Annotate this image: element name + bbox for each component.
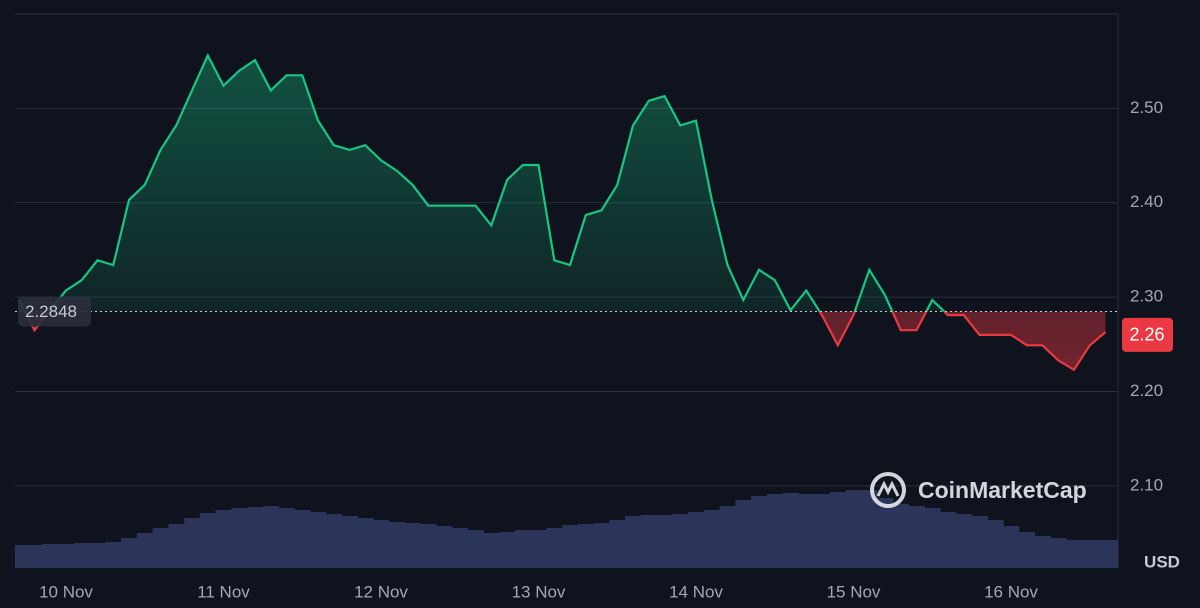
volume-bar [971,516,988,568]
volume-bar [451,528,469,568]
volume-bar [26,545,43,568]
currency-label: USD [1144,552,1180,571]
x-tick-label: 16 Nov [984,582,1038,601]
volume-bar [325,514,343,568]
volume-bar [735,500,752,568]
volume-bar [168,524,185,568]
volume-bar [1097,540,1119,568]
volume-bar [121,538,138,568]
volume-bar [89,543,106,568]
volume-bar [845,490,862,568]
y-tick-label: 2.50 [1130,98,1163,117]
watermark-text: CoinMarketCap [918,477,1087,503]
x-tick-label: 15 Nov [827,582,881,601]
current-price-badge [1122,317,1173,352]
x-tick-label: 10 Nov [39,582,93,601]
y-tick-label: 2.20 [1130,381,1163,400]
volume-bar [420,524,437,568]
volume-bar [1018,532,1036,568]
volume-bar [262,506,280,568]
volume-bar [341,516,358,568]
baseline-badge [18,296,91,327]
volume-bar [184,518,201,568]
volume-bar [530,530,547,568]
volume-bar [388,522,406,568]
volume-bar [577,524,595,568]
volume-bar [609,520,626,568]
volume-bar [294,510,311,568]
volume-bar [231,508,248,568]
volume-bar [1034,536,1051,568]
volume-bar [987,520,1004,568]
volume-bar [247,507,264,568]
x-tick-label: 14 Nov [669,582,723,601]
volume-bar [436,526,453,568]
watermark: CoinMarketCap [870,472,1087,508]
current-price-label: 2.26 [1129,325,1164,345]
volume-bar [199,513,217,568]
volume-bar [15,545,28,568]
volume-bar [105,542,122,568]
volume-bar [58,544,75,568]
x-tick-label: 13 Nov [512,582,566,601]
volume-bar [152,528,169,568]
volume-bar [640,515,658,568]
volume-bar [892,504,910,568]
volume-bar [656,515,673,568]
y-tick-label: 2.10 [1130,475,1163,494]
volume-bar [73,543,91,568]
volume-bar [357,518,374,568]
volume-bar [766,494,784,568]
volume-bar [861,490,878,568]
volume-bar [908,506,925,568]
area-down [24,311,1106,370]
volume-bar [278,508,295,568]
volume-bar [593,523,610,568]
volume-bar [1081,540,1099,568]
volume-bar [136,533,154,568]
volume-bar [467,530,484,568]
volume-bar [955,514,973,568]
volume-bar [703,510,721,568]
baseline-label: 2.2848 [25,302,77,321]
volume-bar [688,512,705,568]
volume-bar [1003,526,1020,568]
volume-bar [404,523,421,568]
price-line-up [17,52,946,312]
area-up [18,55,1106,312]
y-tick-label: 2.40 [1130,192,1163,211]
volume-bar [672,514,689,568]
volume-bar [215,510,232,568]
volume-bar [877,498,894,568]
x-tick-label: 12 Nov [354,582,408,601]
volume-bar [562,525,579,568]
volume-bar [310,512,327,568]
price-line-down [23,311,1107,372]
volume-bar [373,520,390,568]
volume-bar [829,492,847,568]
y-tick-label: 2.30 [1130,287,1163,306]
volume-bar [546,528,563,568]
volume-bar [1066,540,1083,568]
watermark-logo-mark [876,480,900,497]
volume-bar [625,516,642,568]
volume-bar [814,494,831,568]
volume-bar [782,493,799,568]
volume-bar [751,496,768,568]
watermark-logo [870,472,906,508]
x-tick-label: 11 Nov [197,582,250,601]
volume-bar [798,494,815,568]
volume-bar [514,530,532,568]
volume-bar [1050,538,1067,568]
volume-bar [924,508,941,568]
volume-bar [940,512,957,568]
volume-bar [42,544,59,568]
volume-bar [719,506,736,568]
volume-bar [499,532,516,568]
volume-bar [483,533,500,568]
